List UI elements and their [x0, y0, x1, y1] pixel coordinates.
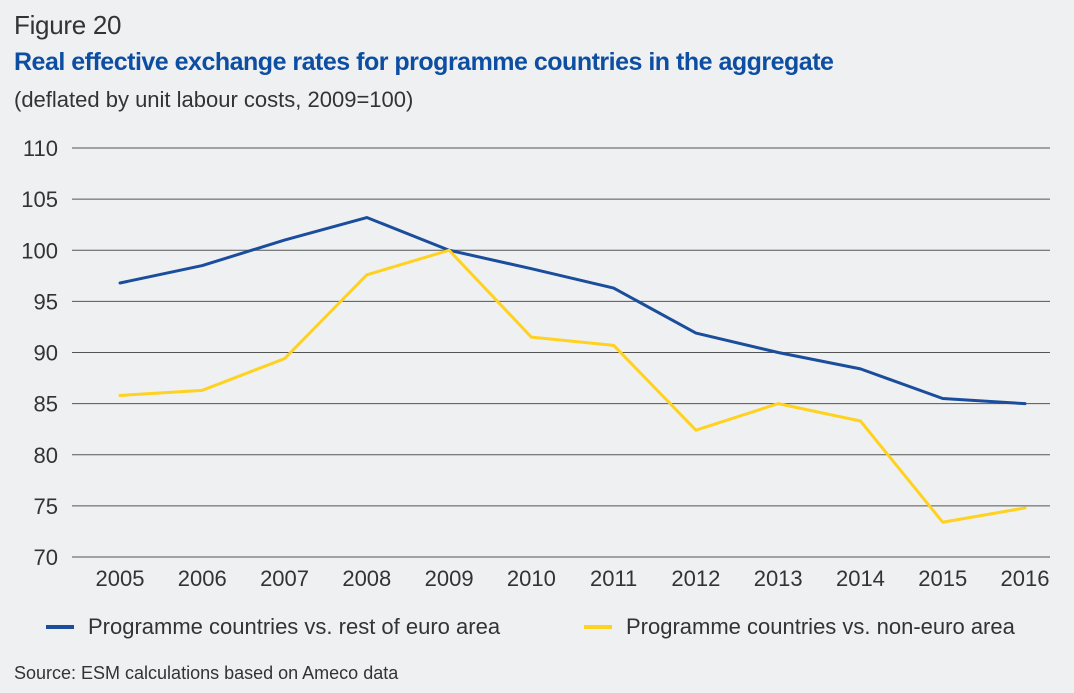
chart-subtitle: (deflated by unit labour costs, 2009=100… — [14, 87, 414, 112]
grid-lines — [72, 147, 1050, 558]
chart-title: Real effective exchange rates for progra… — [14, 48, 834, 76]
x-tick-label: 2006 — [178, 566, 227, 591]
y-axis-ticks: 70 75 80 85 90 95 100 105 110 — [21, 136, 58, 570]
x-tick-label: 2005 — [96, 566, 145, 591]
x-tick-label: 2011 — [590, 566, 637, 591]
x-tick-label: 2012 — [671, 566, 720, 591]
y-tick-label: 85 — [34, 392, 58, 417]
y-tick-label: 110 — [23, 136, 58, 161]
y-tick-label: 100 — [21, 238, 58, 263]
x-tick-label: 2010 — [507, 566, 556, 591]
figure-label: Figure 20 — [14, 10, 122, 40]
series-line-non-euro-area — [118, 248, 1027, 524]
legend-item-rest-of-euro-area: Programme countries vs. rest of euro are… — [46, 612, 500, 642]
series-lines — [118, 216, 1027, 524]
y-tick-label: 70 — [34, 545, 58, 570]
x-tick-label: 2009 — [425, 566, 474, 591]
x-tick-label: 2013 — [754, 566, 803, 591]
x-axis-ticks: 2005 2006 2007 2008 2009 2010 2011 2012 2013 2014… — [96, 566, 1050, 591]
x-tick-label: 2007 — [260, 566, 309, 591]
series-line-rest-of-euro-area — [118, 216, 1027, 406]
legend-swatch-non-euro-area — [584, 625, 612, 629]
x-tick-label: 2015 — [918, 566, 967, 591]
y-tick-label: 80 — [34, 443, 58, 468]
legend-swatch-rest-of-euro-area — [46, 625, 74, 629]
y-tick-label: 90 — [34, 341, 58, 366]
y-tick-label: 105 — [21, 187, 58, 212]
source-note: Source: ESM calculations based on Ameco … — [14, 663, 399, 683]
legend-item-non-euro-area: Programme countries vs. non-euro area — [584, 612, 1015, 642]
y-tick-label: 75 — [34, 494, 58, 519]
y-tick-label: 95 — [34, 289, 58, 314]
legend-label-non-euro-area: Programme countries vs. non-euro area — [626, 614, 1015, 639]
x-tick-label: 2008 — [342, 566, 391, 591]
x-tick-label: 2016 — [1001, 566, 1050, 591]
legend-label-rest-of-euro-area: Programme countries vs. rest of euro are… — [88, 614, 501, 639]
x-tick-label: 2014 — [836, 566, 885, 591]
